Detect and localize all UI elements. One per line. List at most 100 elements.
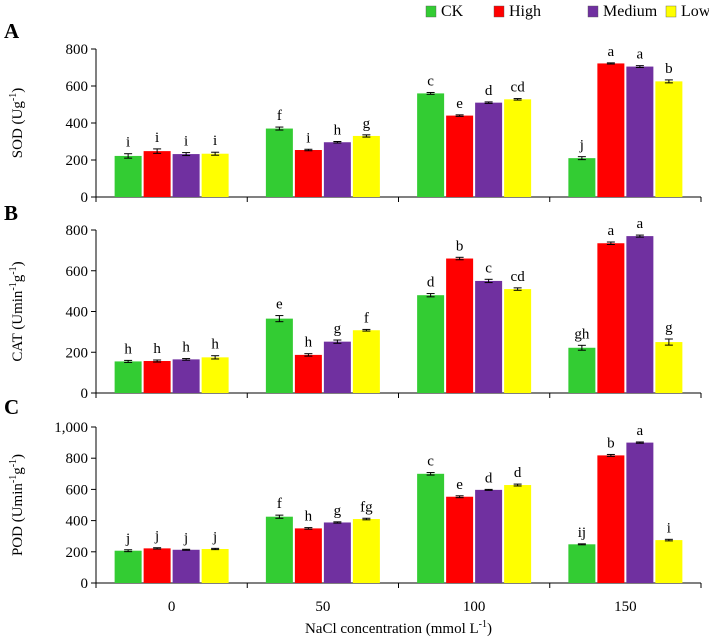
significance-letter: g [665,320,673,336]
bar-medium-50 [323,341,351,393]
significance-letter: h [305,509,313,525]
bar-medium-100 [475,489,503,583]
significance-letter: e [456,477,463,493]
significance-letter: gh [574,326,590,342]
legend-swatch-low [665,5,677,18]
y-tick-label: 600 [66,79,89,95]
significance-letter: cd [511,269,526,285]
significance-letter: f [364,310,369,326]
legend-swatch-ck [425,5,437,18]
significance-letter: d [485,83,493,99]
bar-high-50 [294,528,322,583]
significance-letter: c [427,454,434,470]
bar-low-0 [201,548,229,583]
significance-letter: b [665,61,673,77]
bar-low-0 [201,357,229,393]
significance-letter: h [124,341,132,357]
significance-letter: fg [360,499,373,515]
significance-letter: ij [578,525,586,541]
significance-letter: d [485,470,493,486]
y-tick-label: 400 [66,514,89,530]
y-axis-label: SOD (Ug-1) [8,88,26,158]
significance-letter: j [183,530,188,546]
significance-letter: h [305,335,313,351]
bar-medium-0 [172,549,200,583]
bar-low-150 [655,81,683,197]
bar-medium-50 [323,522,351,583]
bar-high-50 [294,354,322,393]
bar-high-100 [446,258,474,393]
x-axis-label: NaCl concentration (mmol L-1) [305,619,492,637]
bar-low-100 [504,485,532,583]
significance-letter: e [456,96,463,112]
x-tick-label-0: 0 [168,599,176,615]
y-tick-label: 1,000 [54,420,88,436]
significance-letter: g [363,116,371,132]
bar-ck-100 [417,473,445,583]
significance-letter: j [154,529,159,545]
bar-ck-0 [114,550,142,583]
bar-ck-50 [265,128,293,197]
y-tick-label: 800 [66,42,89,58]
bar-high-150 [597,243,625,393]
x-tick-label-50: 50 [315,599,330,615]
bar-low-0 [201,153,229,197]
bar-medium-100 [475,102,503,197]
bar-ck-0 [114,155,142,197]
y-tick-label: 0 [81,576,89,592]
legend-item-medium: Medium [587,3,658,20]
x-tick-label-100: 100 [463,599,486,615]
significance-letter: f [277,108,282,124]
bar-medium-50 [323,142,351,197]
significance-letter: h [211,337,219,353]
shared-x-axis: 0 50 100 150 NaCl concentration (mmol L-1) [168,599,637,637]
significance-letter: f [277,496,282,512]
bar-medium-0 [172,359,200,393]
panel-a: A 0 200 400 600 800 SOD (Ug-1) i i i i f i h g c e d cd j a a… [4,19,702,206]
legend-label-ck: CK [441,3,464,20]
panel-b: B 0 200 400 600 800 CAT (Umin-1g-1) h h h h e h g f d b c… [4,201,702,402]
y-tick-label: 0 [81,386,89,402]
significance-letter: d [514,465,522,481]
y-tick-label: 400 [66,116,89,132]
x-tick-label-150: 150 [614,599,637,615]
significance-letter: g [334,503,342,519]
significance-letter: a [637,47,644,63]
significance-letter: a [608,44,615,60]
bar-ck-150 [568,544,596,583]
bar-medium-0 [172,154,200,197]
bar-low-150 [655,342,683,393]
y-tick-label: 600 [66,482,89,498]
panel-c: C 0 200 400 600 800 1,000 POD (Umin-1g-1) j j j j f h… [4,395,702,592]
bar-low-100 [504,289,532,393]
significance-letter: j [125,531,130,547]
bar-high-100 [446,496,474,583]
bar-ck-150 [568,347,596,393]
bar-high-0 [143,548,171,583]
y-tick-label: 200 [66,153,89,169]
significance-letter: i [667,520,671,536]
significance-letter: j [579,138,584,154]
legend-item-ck: CK [425,3,464,20]
panel-letter-c: C [4,395,19,419]
significance-letter: h [334,123,342,139]
bar-ck-100 [417,295,445,393]
significance-letter: i [213,133,217,149]
bar-low-50 [352,135,380,197]
significance-letter: cd [511,80,526,96]
significance-letter: e [276,297,283,313]
bar-high-0 [143,151,171,197]
significance-letter: i [306,130,310,146]
bar-high-50 [294,150,322,197]
y-tick-label: 200 [66,345,89,361]
bar-medium-150 [626,236,654,393]
bar-low-50 [352,330,380,393]
bar-ck-50 [265,318,293,393]
significance-letter: a [608,223,615,239]
y-tick-label: 200 [66,545,89,561]
bar-medium-150 [626,442,654,583]
significance-letter: b [607,435,615,451]
